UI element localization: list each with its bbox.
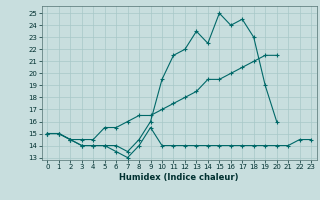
X-axis label: Humidex (Indice chaleur): Humidex (Indice chaleur) (119, 173, 239, 182)
